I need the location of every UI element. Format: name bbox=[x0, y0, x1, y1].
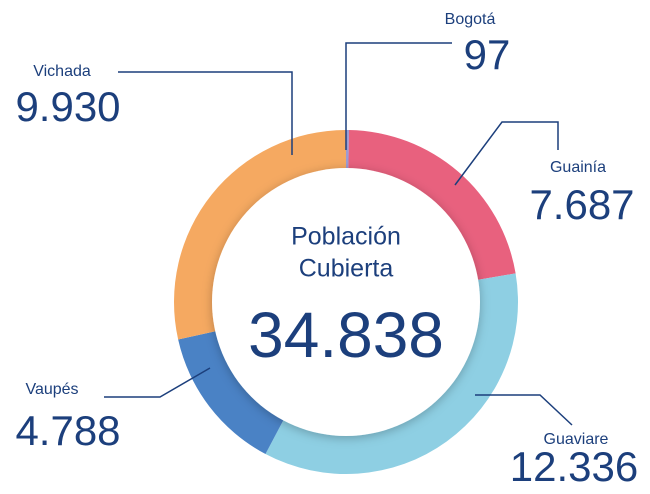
donut-segment bbox=[348, 130, 516, 281]
segment-name: Vaupés bbox=[25, 381, 78, 398]
center-total: 34.838 bbox=[248, 299, 444, 371]
ring bbox=[174, 130, 518, 474]
segment-value: 7.687 bbox=[529, 181, 634, 228]
segment-name: Vichada bbox=[33, 63, 91, 80]
segment-value: 97 bbox=[464, 31, 511, 78]
leader-line bbox=[118, 71, 293, 155]
donut-segment bbox=[265, 273, 518, 474]
segment-name: Guaviare bbox=[544, 431, 609, 448]
segment-value: 12.336 bbox=[510, 443, 638, 490]
center-title: Cubierta bbox=[299, 255, 394, 283]
donut-segment bbox=[346, 130, 350, 171]
leader-line bbox=[454, 121, 559, 186]
center-disc bbox=[212, 168, 480, 436]
donut-segment bbox=[174, 130, 346, 340]
segment-name: Bogotá bbox=[445, 11, 496, 28]
leader-line bbox=[345, 42, 452, 150]
donut-segment bbox=[178, 330, 285, 454]
leader-line bbox=[104, 367, 211, 398]
segment-value: 4.788 bbox=[15, 407, 120, 454]
center-title: Población bbox=[291, 223, 401, 251]
segment-value: 9.930 bbox=[15, 83, 120, 130]
leader-line bbox=[475, 394, 573, 426]
segment-name: Guainía bbox=[550, 159, 606, 176]
